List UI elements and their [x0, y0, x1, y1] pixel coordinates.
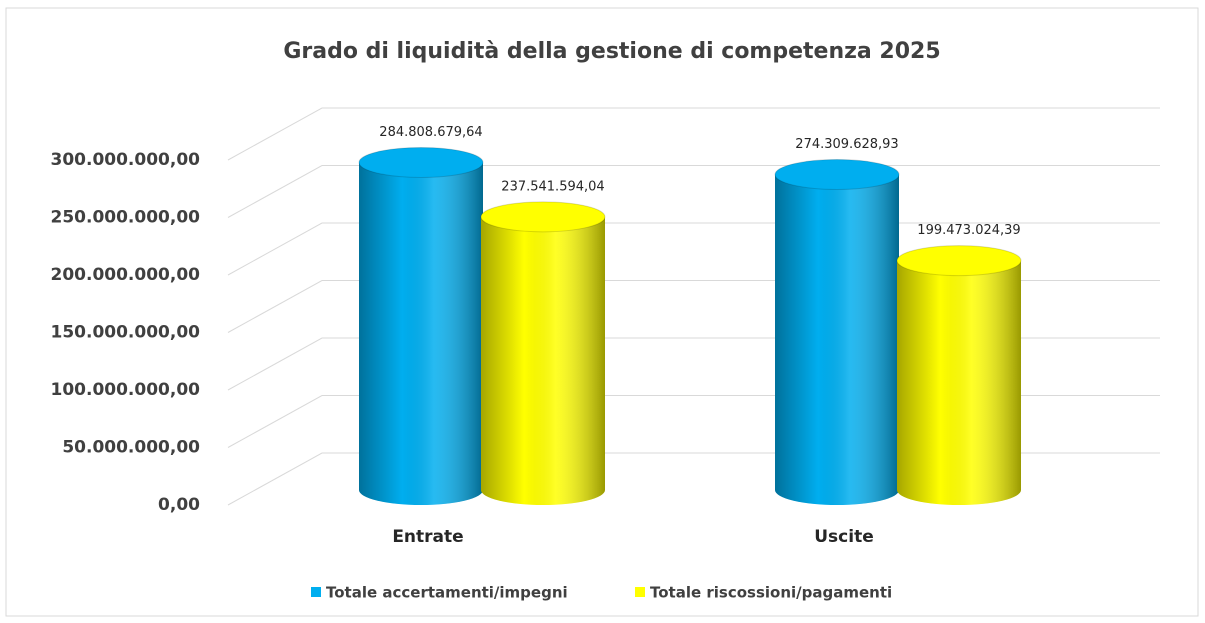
legend-label: Totale riscossioni/pagamenti	[650, 584, 892, 602]
y-tick-label: 0,00	[158, 495, 200, 515]
bar	[358, 146, 484, 505]
bar-top	[896, 245, 1022, 277]
bar	[896, 245, 1022, 505]
data-label: 274.309.628,93	[795, 137, 898, 152]
y-tick-label: 100.000.000,00	[51, 380, 201, 400]
y-tick-label: 150.000.000,00	[51, 323, 201, 343]
bar-shade	[897, 260, 1021, 505]
y-tick-label: 200.000.000,00	[51, 265, 201, 285]
bar	[774, 159, 900, 505]
chart-title: Grado di liquidità della gestione di com…	[283, 39, 940, 64]
data-label: 284.808.679,64	[379, 125, 482, 140]
bar-shade	[481, 216, 605, 506]
y-tick-label: 50.000.000,00	[62, 438, 200, 458]
legend-label: Totale accertamenti/impegni	[326, 584, 568, 602]
bar	[480, 201, 606, 506]
legend-swatch	[311, 587, 321, 597]
bar-shade	[775, 174, 899, 505]
bar-top	[774, 159, 900, 191]
y-tick-label: 250.000.000,00	[51, 208, 201, 228]
y-tick-label: 300.000.000,00	[51, 150, 201, 170]
x-tick-label: Uscite	[814, 527, 873, 547]
data-label: 199.473.024,39	[917, 223, 1020, 238]
legend-swatch	[635, 587, 645, 597]
bar-top	[358, 146, 484, 178]
grid-line	[227, 107, 1160, 161]
bar-shade	[359, 162, 483, 505]
x-tick-label: Entrate	[392, 527, 463, 547]
data-label: 237.541.594,04	[501, 179, 604, 194]
bar-top	[480, 201, 606, 233]
